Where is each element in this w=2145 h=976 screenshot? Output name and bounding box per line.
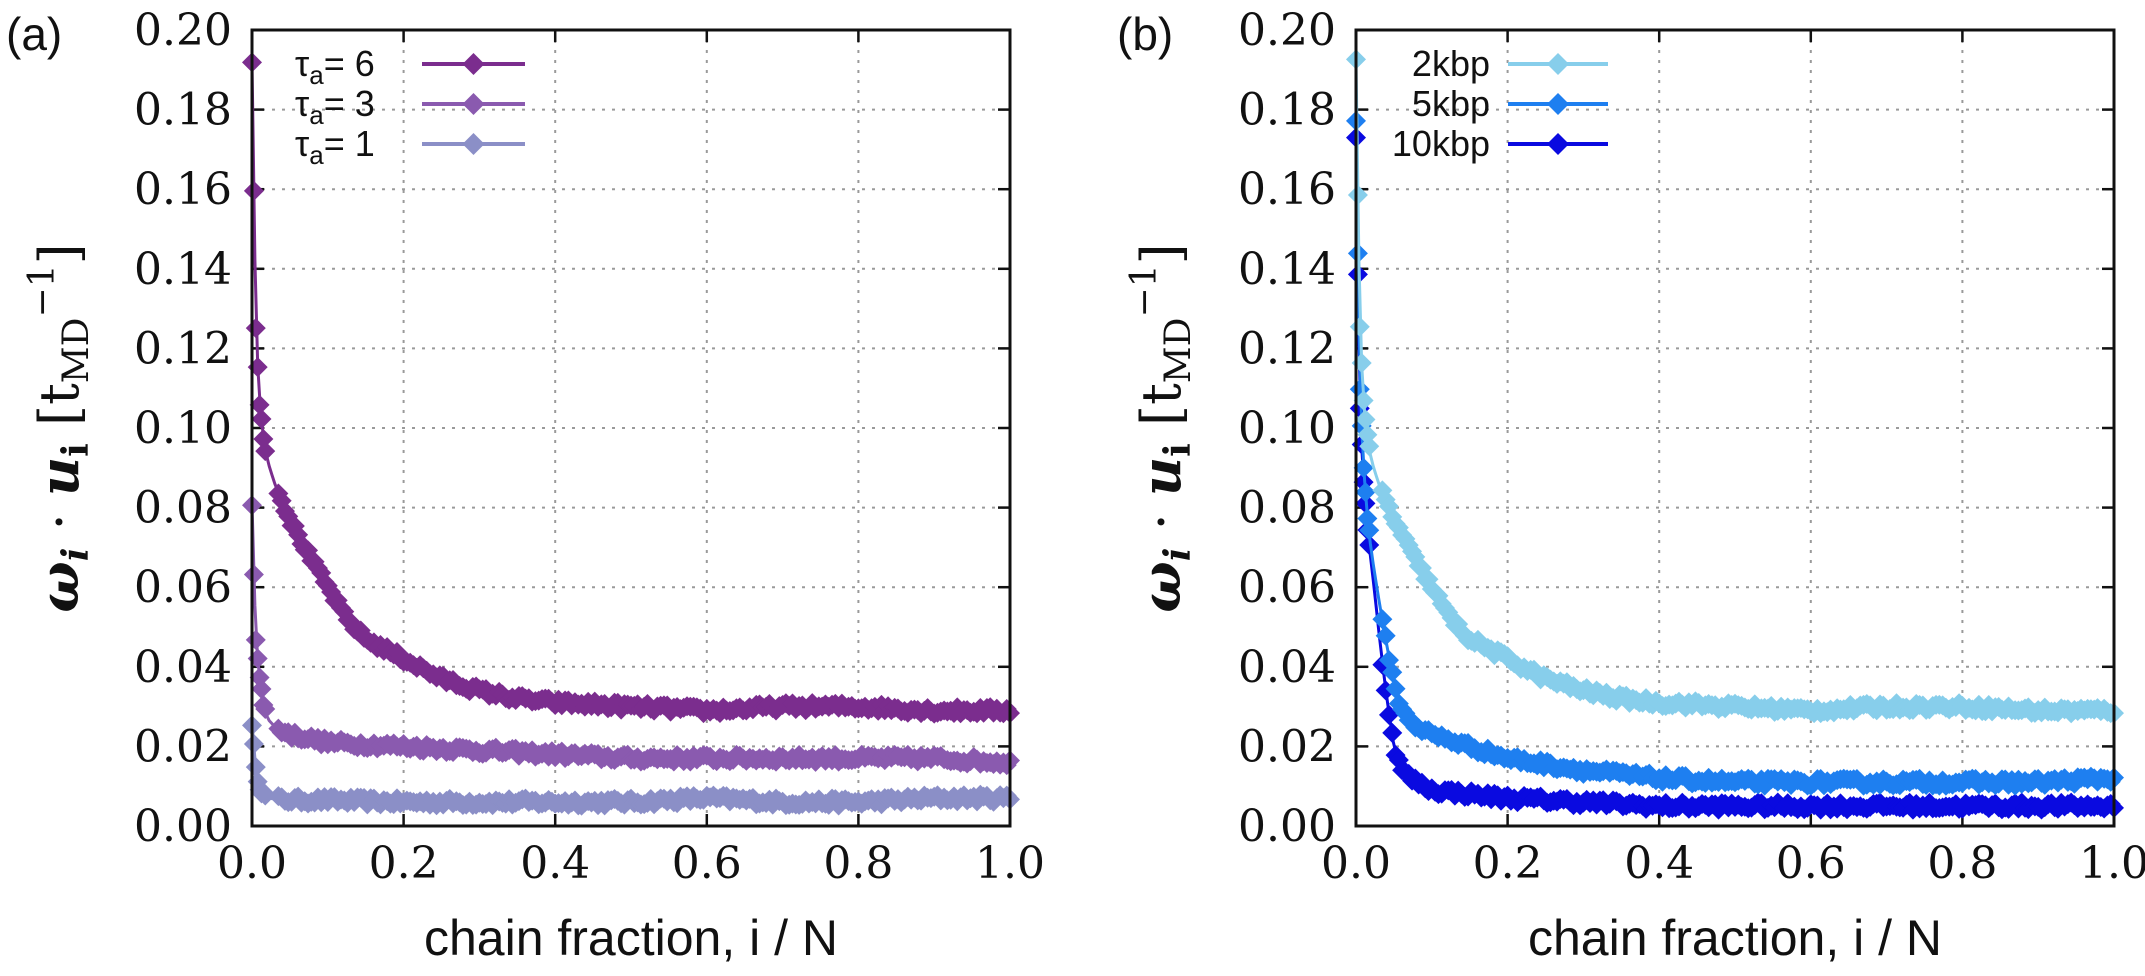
- y-tick-label: 0.20: [1238, 5, 1336, 56]
- data-point: [1382, 662, 1403, 683]
- y-tick-label: 0.06: [134, 562, 232, 613]
- data-point: [243, 564, 264, 585]
- x-tick-label: 1.0: [975, 838, 1045, 889]
- series-0: [242, 52, 1020, 724]
- legend: τa= 6τa= 3τa= 1: [295, 43, 525, 170]
- y-tick-label: 0.18: [1238, 85, 1336, 136]
- legend-label: τa= 1: [295, 123, 375, 170]
- x-tick-label: 0.2: [1473, 838, 1543, 889]
- y-tick-label: 0.16: [134, 164, 232, 215]
- y-tick-label: 0.02: [134, 721, 232, 772]
- y-tick-label: 0.20: [134, 5, 232, 56]
- data-point: [251, 678, 272, 699]
- legend-label: 5kbp: [1412, 83, 1490, 124]
- series-2: [242, 715, 1020, 816]
- data-point: [243, 734, 264, 755]
- x-tick-label: 0.4: [520, 838, 590, 889]
- y-tick-label: 0.16: [1238, 164, 1336, 215]
- x-tick-label: 0.4: [1624, 838, 1694, 889]
- y-tick-label: 0.10: [134, 403, 232, 454]
- x-tick-label: 0.6: [1776, 838, 1846, 889]
- y-tick-label: 0.12: [1238, 323, 1336, 374]
- data-point: [1349, 316, 1370, 337]
- x-tick-label: 0.6: [672, 838, 742, 889]
- legend-label: τa= 6: [295, 43, 375, 90]
- data-point: [1353, 457, 1374, 478]
- series-2: [1346, 127, 2124, 820]
- y-tick-label: 0.12: [134, 323, 232, 374]
- data-point: [245, 318, 266, 339]
- legend-marker: [1547, 53, 1569, 75]
- series-0: [1346, 49, 2124, 724]
- x-tick-label: 0.8: [1927, 838, 1997, 889]
- legend-marker: [1547, 93, 1569, 115]
- y-tick-label: 0.08: [134, 483, 232, 534]
- x-tick-label: 0.2: [369, 838, 439, 889]
- y-tick-label: 0.14: [134, 244, 232, 295]
- x-tick-label: 1.0: [2079, 838, 2145, 889]
- data-point: [1359, 436, 1380, 457]
- data-point: [249, 394, 270, 415]
- series-1: [1346, 110, 2124, 796]
- y-tick-label: 0.14: [1238, 244, 1336, 295]
- data-point: [253, 429, 274, 450]
- y-tick-label: 0.04: [1238, 642, 1336, 693]
- data-point: [1347, 184, 1368, 205]
- legend-label: τa= 3: [295, 83, 375, 130]
- y-tick-label: 0.10: [1238, 403, 1336, 454]
- x-tick-label: 0.0: [217, 838, 287, 889]
- y-tick-label: 0.02: [1238, 721, 1336, 772]
- panel-label: (a): [6, 8, 62, 60]
- data-point: [255, 699, 276, 720]
- y-tick-label: 0.00: [1238, 801, 1336, 852]
- series-1: [242, 495, 1020, 776]
- legend-label: 10kbp: [1392, 123, 1490, 164]
- legend-label: 2kbp: [1412, 43, 1490, 84]
- panel-label: (b): [1117, 8, 1173, 60]
- y-axis-label: ωi · ui [tMD−1]: [1124, 243, 1199, 612]
- data-point: [245, 629, 266, 650]
- legend-marker: [462, 133, 485, 155]
- data-point: [1385, 678, 1406, 699]
- x-tick-label: 0.8: [823, 838, 893, 889]
- data-point: [1359, 520, 1380, 541]
- y-tick-label: 0.00: [134, 801, 232, 852]
- data-point: [255, 785, 276, 806]
- data-point: [243, 180, 264, 201]
- x-axis-label: chain fraction, i / N: [424, 910, 838, 966]
- series-line: [1354, 117, 2115, 784]
- y-tick-label: 0.06: [1238, 562, 1336, 613]
- y-axis-label: ωi · ui [tMD−1]: [22, 243, 97, 612]
- legend-marker: [462, 93, 485, 115]
- data-point: [1355, 482, 1376, 503]
- chart-panel-b: 0.00 0.02 0.04 0.06 0.08 0.10 0.12 0.14 0.16 0.18…: [1117, 5, 2145, 966]
- data-point: [1355, 409, 1376, 430]
- legend-marker: [462, 53, 485, 75]
- plot-frame: [250, 28, 1012, 828]
- data-point: [1375, 625, 1396, 646]
- x-axis-label: chain fraction, i / N: [1528, 910, 1942, 966]
- plot-frame: [1354, 28, 2116, 828]
- data-point: [251, 409, 272, 430]
- data-point: [1353, 390, 1374, 411]
- chart-panel-a: 0.00 0.02 0.04 0.06 0.08 0.10 0.12 0.14 0.16 0.18…: [6, 5, 1045, 966]
- legend-marker: [1547, 133, 1569, 155]
- data-point: [1382, 722, 1403, 743]
- y-tick-label: 0.08: [1238, 483, 1336, 534]
- y-tick-label: 0.04: [134, 642, 232, 693]
- data-point: [255, 441, 276, 462]
- data-point: [1372, 609, 1393, 630]
- x-tick-label: 0.0: [1321, 838, 1391, 889]
- y-tick-label: 0.18: [134, 85, 232, 136]
